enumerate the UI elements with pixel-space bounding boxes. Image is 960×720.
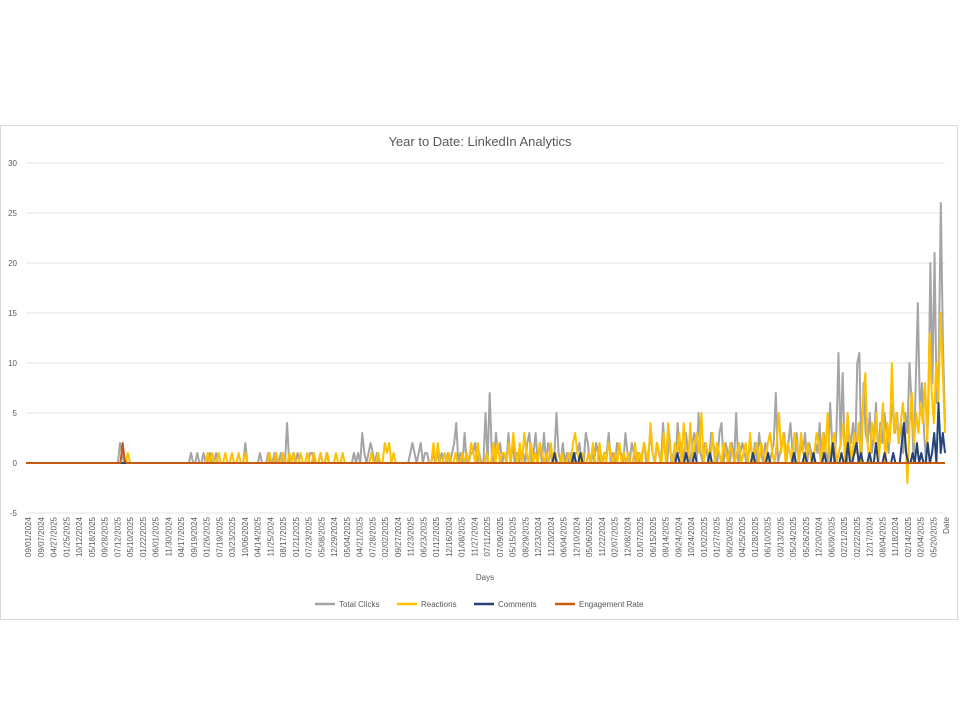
x-tick-label: 05/18/2025 <box>88 516 97 557</box>
x-tick-label: 04/17/2025 <box>177 516 186 557</box>
x-tick-label: 11/22/2024 <box>598 516 607 556</box>
x-tick-label: 12/29/2024 <box>330 516 339 557</box>
x-tick-label: 08/17/2025 <box>279 516 288 557</box>
x-tick-label: 09/07/2024 <box>37 516 46 557</box>
legend-label: Engagement Rate <box>579 600 644 609</box>
x-tick-label: 09/01/2024 <box>24 516 33 557</box>
x-tick-label: 01/28/2025 <box>751 516 760 557</box>
y-tick-label: 20 <box>8 259 17 268</box>
x-tick-label: 01/27/2025 <box>713 516 722 557</box>
x-tick-label: 03/23/2025 <box>228 516 237 557</box>
x-tick-label: 12/10/2024 <box>572 516 581 557</box>
series-line-engagement-rate <box>26 442 945 464</box>
x-tick-label: 11/18/2024 <box>891 516 900 556</box>
x-tick-label: 01/22/2025 <box>139 516 148 557</box>
x-tick-label: 05/24/2025 <box>789 516 798 557</box>
chart-frame <box>0 125 958 620</box>
x-tick-label: 06/23/2025 <box>419 516 428 557</box>
x-tick-label: 02/21/2025 <box>840 516 849 557</box>
chart-title: Year to Date: LinkedIn Analytics <box>388 134 572 149</box>
x-tick-label: 06/09/2025 <box>827 516 836 557</box>
x-tick-label: 02/14/2025 <box>904 516 913 557</box>
x-tick-label: 01/25/2025 <box>62 516 71 557</box>
x-tick-label: 05/26/2025 <box>802 516 811 557</box>
x-tick-label: 09/19/2024 <box>190 516 199 557</box>
x-tick-label: 06/01/2025 <box>152 516 161 557</box>
x-tick-label: 12/20/2024 <box>815 516 824 557</box>
x-tick-label: 05/15/2025 <box>509 516 518 557</box>
x-tick-label: 04/14/2025 <box>254 516 263 557</box>
x-tick-label: 09/27/2024 <box>394 516 403 557</box>
x-tick-label: 06/15/2025 <box>649 516 658 557</box>
x-tick-label: 01/02/2025 <box>700 516 709 557</box>
x-tick-label: 10/12/2024 <box>75 516 84 557</box>
x-tick-label: 12/23/2024 <box>534 516 543 557</box>
x-tick-label: 10/06/2024 <box>241 516 250 557</box>
x-axis-ticks: 09/01/2024 09/07/2024 04/27/2025 01/25/2025… <box>24 516 951 557</box>
x-tick-label: 02/02/2025 <box>381 516 390 557</box>
x-tick-label: 12/08/2024 <box>623 516 632 557</box>
legend: Total Clicks Reactions Comments Engagement … <box>315 600 644 609</box>
x-tick-label: 03/13/2025 <box>776 516 785 557</box>
x-tick-label: 07/12/2025 <box>113 516 122 557</box>
x-tick-label: 05/20/2025 <box>929 516 938 557</box>
x-tick-label: 05/08/2025 <box>317 516 326 557</box>
x-tick-label: 01/12/2025 <box>432 516 441 557</box>
x-tick-label: 02/04/2025 <box>917 516 926 557</box>
x-tick-label: 07/28/2025 <box>368 516 377 557</box>
x-tick-label: Date <box>942 516 951 533</box>
x-tick-label: 04/25/2025 <box>738 516 747 557</box>
y-tick-label: 10 <box>8 359 17 368</box>
y-tick-label: 15 <box>8 309 17 318</box>
legend-label: Comments <box>498 600 537 609</box>
x-tick-label: 05/04/2025 <box>343 516 352 557</box>
x-tick-label: 01/08/2025 <box>458 516 467 557</box>
x-tick-label: 07/19/2025 <box>215 516 224 557</box>
y-tick-label: 0 <box>13 459 18 468</box>
x-tick-label: 07/11/2025 <box>483 516 492 556</box>
x-tick-label: 09/24/2024 <box>674 516 683 557</box>
series-lines <box>26 202 946 484</box>
x-tick-label: 01/26/2025 <box>203 516 212 557</box>
y-tick-label: 25 <box>8 209 17 218</box>
x-tick-label: 02/07/2025 <box>611 516 620 557</box>
x-tick-label: 11/27/2024 <box>470 516 479 556</box>
x-tick-label: 04/27/2025 <box>50 516 59 557</box>
series-line-total-clicks <box>26 202 946 464</box>
legend-label: Reactions <box>421 600 457 609</box>
x-tick-label: 04/21/2025 <box>356 516 365 557</box>
x-tick-label: 11/20/2024 <box>547 516 556 556</box>
x-tick-label: 11/23/2025 <box>407 516 416 556</box>
x-tick-label: 07/09/2025 <box>496 516 505 557</box>
x-tick-label: 08/29/2025 <box>521 516 530 557</box>
x-tick-label: 02/22/2025 <box>853 516 862 557</box>
x-tick-label: 01/21/2025 <box>292 516 301 557</box>
x-tick-label: 10/24/2024 <box>687 516 696 557</box>
x-tick-label: 12/16/2024 <box>445 516 454 557</box>
x-tick-label: 06/20/2025 <box>725 516 734 557</box>
y-tick-label: 30 <box>8 159 17 168</box>
x-tick-label: 08/14/2025 <box>662 516 671 557</box>
y-axis-ticks: -5 0 5 10 15 20 25 30 <box>8 159 17 518</box>
x-tick-label: 11/30/2024 <box>164 516 173 556</box>
x-tick-label: 06/10/2025 <box>764 516 773 557</box>
x-tick-label: 06/04/2025 <box>560 516 569 557</box>
y-tick-label: 5 <box>13 409 18 418</box>
x-tick-label: 01/07/2025 <box>636 516 645 557</box>
x-tick-label: 11/25/2024 <box>266 516 275 556</box>
x-tick-label: 09/28/2025 <box>101 516 110 557</box>
y-tick-label: -5 <box>10 509 18 518</box>
legend-label: Total Clicks <box>339 600 379 609</box>
x-tick-label: 07/23/2025 <box>305 516 314 557</box>
x-tick-label: 05/06/2025 <box>585 516 594 557</box>
x-axis-title: Days <box>476 573 494 582</box>
x-tick-label: 08/04/2025 <box>878 516 887 557</box>
x-tick-label: 05/10/2025 <box>126 516 135 557</box>
x-tick-label: 12/17/2024 <box>866 516 875 557</box>
